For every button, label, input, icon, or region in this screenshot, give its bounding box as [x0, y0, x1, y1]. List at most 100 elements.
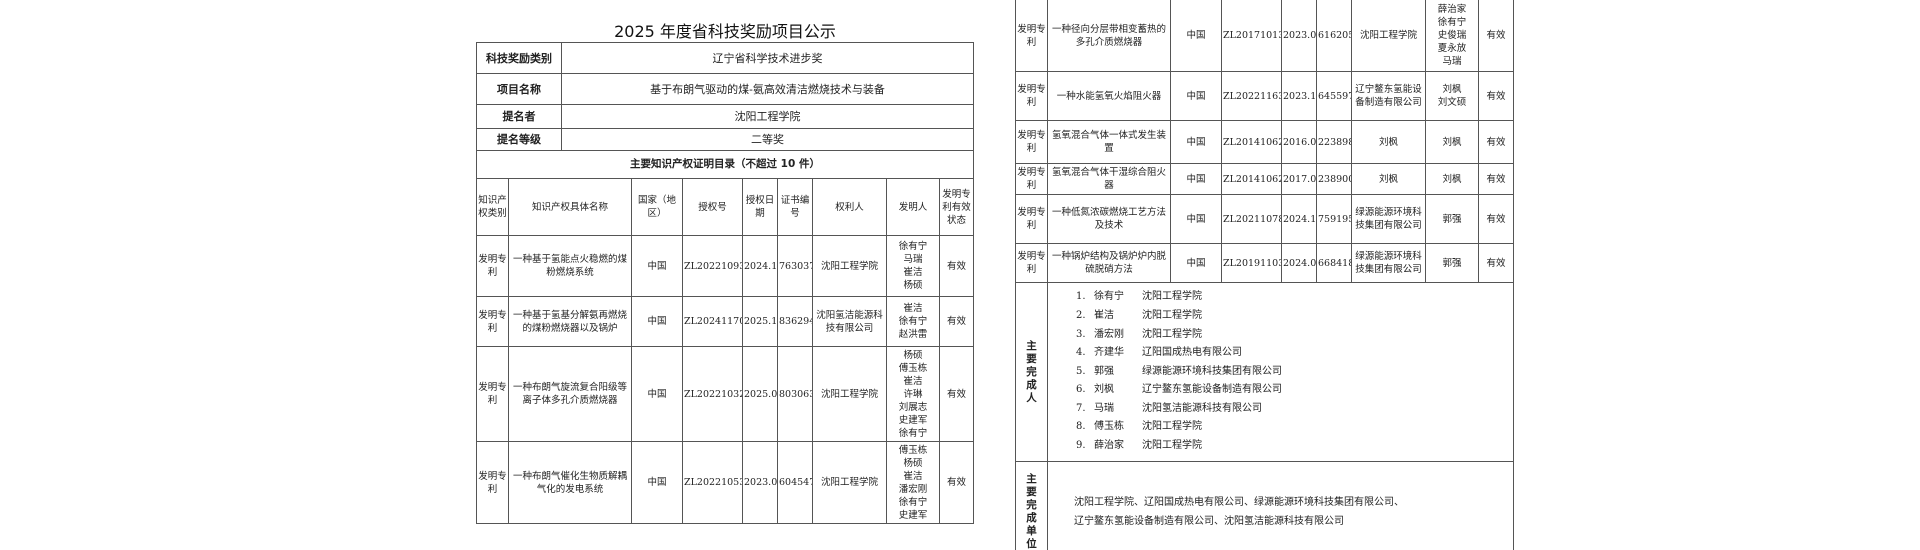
column-header: 国家（地区）	[631, 178, 683, 236]
inventor-name: 傅玉栋	[898, 362, 928, 374]
person-num: 9.	[1076, 440, 1086, 452]
cell-owner: 刘枫	[1351, 163, 1426, 195]
inventor-name: 许琳	[903, 388, 923, 400]
persons-row: 主要完成人 1. 徐有宁 沈阳工程学院 2. 崔洁 沈阳工程学院 3. 潘宏刚 沈阳工程学院 4. 齐…	[1015, 282, 1514, 462]
cell-date: 2024.02.06	[1281, 243, 1317, 283]
cell-name: 一种布朗气旋流复合阳级等离子体多孔介质燃烧器	[508, 346, 632, 442]
inventor-name: 崔洁	[903, 470, 923, 482]
person-item: 1. 徐有宁 沈阳工程学院	[1076, 288, 1512, 307]
inventor-name: 赵洪雷	[898, 329, 928, 340]
table-row: 发明专利氢氧混合气体干湿综合阻火器中国ZL201410623894.X2017.…	[1015, 163, 1514, 195]
cell-inventors: 薛治家 徐有宁 史俊瑞 夏永放 马瑞	[1425, 0, 1479, 72]
person-item: 2. 崔洁 沈阳工程学院	[1076, 307, 1512, 326]
cell-date: 2024.12.27	[742, 235, 778, 297]
cell-date: 2023.06.13	[742, 441, 778, 524]
cell-status: 有效	[1478, 194, 1514, 244]
inventor-name: 刘枫	[1442, 136, 1462, 148]
cell-number: ZL202110785842.2	[1221, 194, 1282, 244]
person-item: 5. 郭强 绿源能源环境科技集团有限公司	[1076, 363, 1512, 382]
cell-inventors: 刘枫 刘文硕	[1425, 71, 1479, 121]
cell-type: 发明专利	[476, 235, 509, 297]
person-num: 6.	[1076, 384, 1086, 396]
person-name: 马瑞	[1094, 402, 1114, 414]
person-item: 3. 潘宏刚 沈阳工程学院	[1076, 326, 1512, 345]
inventor-name: 刘展志	[898, 401, 928, 413]
cell-inventors: 刘枫	[1425, 120, 1479, 164]
inventor-name: 徐有宁	[898, 241, 928, 252]
inventor-name: 傅玉栋	[898, 444, 928, 456]
table-row: 发明专利一种径向分层带相变蓄热的多孔介质燃烧器中国ZL201710135687.…	[1015, 0, 1514, 72]
cell-country: 中国	[631, 441, 683, 524]
person-org: 沈阳工程学院	[1142, 309, 1202, 321]
person-org: 沈阳氢洁能源科技有限公司	[1142, 402, 1262, 414]
cell-country: 中国	[1170, 243, 1222, 283]
cell-status: 有效	[1478, 163, 1514, 195]
column-header: 授权日期	[742, 178, 778, 236]
cell-date: 2025.10.17	[742, 296, 778, 347]
cell-name: 氢氧混合气体干湿综合阻火器	[1047, 163, 1171, 195]
inventor-name: 史建军	[898, 509, 928, 521]
cell-cert: 2238981	[1316, 120, 1352, 164]
cell-status: 有效	[1478, 0, 1514, 72]
cell-type: 发明专利	[1015, 243, 1048, 283]
inventor-name: 刘枫	[1442, 173, 1462, 185]
caption-row: 主要知识产权证明目录（不超过 10 件）	[476, 150, 974, 179]
info-label: 提名者	[476, 104, 562, 129]
cell-name: 一种径向分层带相变蓄热的多孔介质燃烧器	[1047, 0, 1171, 72]
cell-cert: 6684187	[1316, 243, 1352, 283]
cell-date: 2024.12.10	[1281, 194, 1317, 244]
cell-status: 有效	[939, 235, 974, 297]
header-row: 知识产权类别 知识产权具体名称 国家（地区） 授权号 授权日期 证书编号 权利人 发明人 发明专…	[476, 178, 974, 236]
inventor-name: 马瑞	[1442, 56, 1462, 67]
cell-type: 发明专利	[1015, 194, 1048, 244]
project-info-table: 科技奖励类别 辽宁省科学技术进步奖 项目名称 基于布朗气驱动的煤-氨高效清洁燃烧技术与…	[476, 42, 974, 151]
cell-inventors: 崔洁 徐有宁 赵洪雷	[886, 296, 940, 347]
cell-cert: 7630371	[777, 235, 813, 297]
cell-status: 有效	[1478, 71, 1514, 121]
cell-type: 发明专利	[1015, 71, 1048, 121]
person-name: 傅玉栋	[1094, 421, 1124, 433]
cell-type: 发明专利	[476, 296, 509, 347]
cell-date: 2023.11.03	[1281, 71, 1317, 121]
cell-country: 中国	[1170, 0, 1222, 72]
cell-name: 一种低氮浓碳燃烧工艺方法及技术	[1047, 194, 1171, 244]
cell-date: 2016.09.14	[1281, 120, 1317, 164]
inventor-name: 徐有宁	[898, 316, 928, 327]
cell-number: ZL202211631910.0	[1221, 71, 1282, 121]
cell-type: 发明专利	[1015, 0, 1048, 72]
column-header: 发明专利有效状态	[939, 178, 974, 236]
cell-number: ZL202210932556.9	[682, 235, 743, 297]
cell-owner: 沈阳工程学院	[812, 441, 887, 524]
person-item: 7. 马瑞 沈阳氢洁能源科技有限公司	[1076, 400, 1512, 419]
cell-country: 中国	[631, 296, 683, 347]
cell-country: 中国	[1170, 163, 1222, 195]
cell-cert: 2389007	[1316, 163, 1352, 195]
table-row: 发明专利一种布朗气催化生物质解耦气化的发电系统中国ZL202210539181.…	[476, 441, 974, 524]
table-row: 发明专利一种基于氢能点火稳燃的煤粉燃烧系统中国ZL202210932556.92…	[476, 235, 974, 297]
inventor-name: 徐有宁	[1437, 17, 1467, 28]
person-num: 2.	[1076, 309, 1086, 321]
cell-owner: 沈阳氢洁能源科技有限公司	[812, 296, 887, 347]
cell-name: 氢氧混合气体一体式发生装置	[1047, 120, 1171, 164]
cell-inventors: 郭强	[1425, 194, 1479, 244]
units-label: 主要完成单位	[1015, 461, 1048, 550]
persons-label-text: 主要完成人	[1026, 339, 1037, 404]
cell-status: 有效	[939, 346, 974, 442]
info-label: 提名等级	[476, 128, 562, 151]
inventor-name: 崔洁	[903, 375, 923, 387]
cell-inventors: 郭强	[1425, 243, 1479, 283]
cell-cert: 6455976	[1316, 71, 1352, 121]
table-row: 发明专利一种低氮浓碳燃烧工艺方法及技术中国ZL202110785842.2202…	[1015, 194, 1514, 244]
cell-status: 有效	[939, 441, 974, 524]
cell-status: 有效	[1478, 243, 1514, 283]
inventor-name: 郭强	[1442, 213, 1462, 225]
person-name: 齐建华	[1094, 347, 1124, 359]
person-name: 潘宏刚	[1094, 328, 1124, 340]
inventor-name: 郭强	[1442, 257, 1462, 269]
column-header: 发明人	[886, 178, 940, 236]
info-value: 辽宁省科学技术进步奖	[561, 42, 974, 74]
info-label: 项目名称	[476, 73, 562, 105]
person-name: 薛治家	[1094, 440, 1124, 452]
inventor-name: 徐有宁	[898, 427, 928, 439]
page-title: 2025 年度省科技奖励项目公示	[614, 22, 836, 41]
